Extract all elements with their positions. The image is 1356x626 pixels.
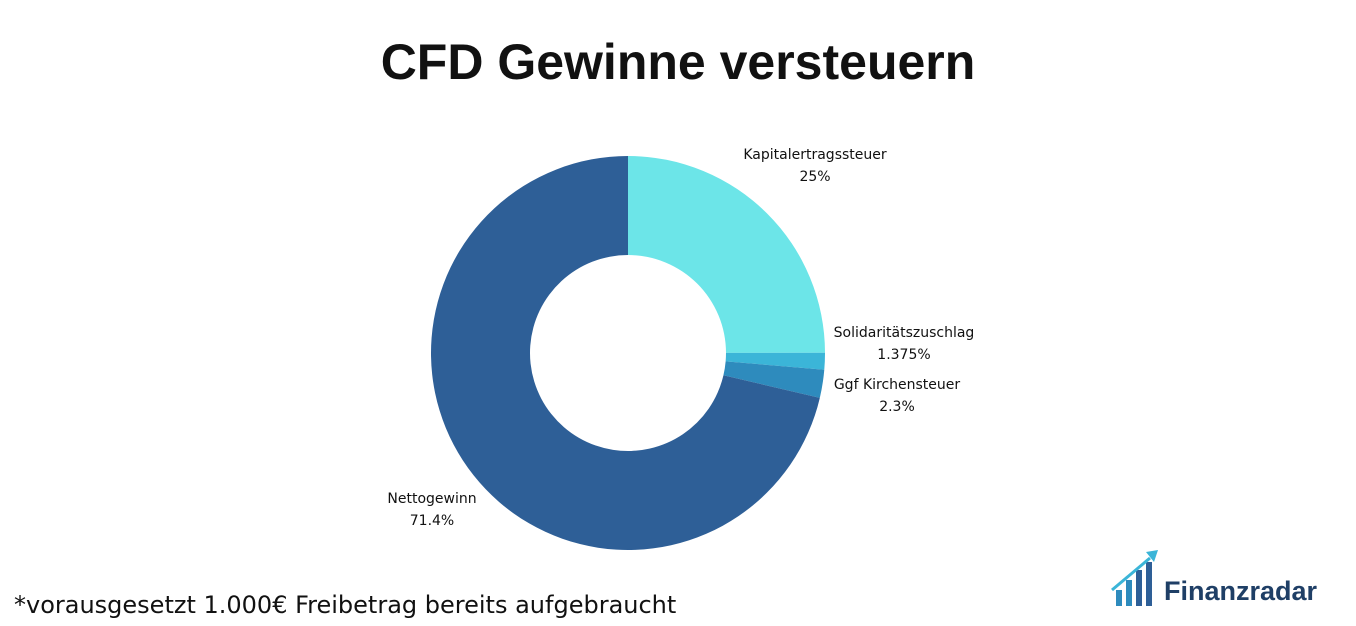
donut-slice	[723, 361, 825, 398]
slice-value-label: 25%	[799, 169, 830, 185]
chart-title: CFD Gewinne versteuern	[381, 34, 976, 90]
logo-text: Finanzradar	[1164, 576, 1318, 606]
logo-icon	[1111, 550, 1158, 606]
slice-value-label: 71.4%	[410, 513, 454, 529]
donut-slice	[628, 156, 825, 353]
slice-value-label: 1.375%	[877, 347, 930, 363]
slice-label: Nettogewinn	[387, 491, 476, 507]
slice-value-label: 2.3%	[879, 399, 915, 415]
slice-label: Solidaritätszuschlag	[834, 325, 975, 341]
slice-label: Ggf Kirchensteuer	[834, 377, 961, 393]
donut-slice	[430, 156, 820, 551]
footnote: *vorausgesetzt 1.000€ Freibetrag bereits…	[14, 591, 676, 619]
slice-label: Kapitalertragssteuer	[743, 147, 887, 163]
donut-slice	[725, 352, 826, 370]
